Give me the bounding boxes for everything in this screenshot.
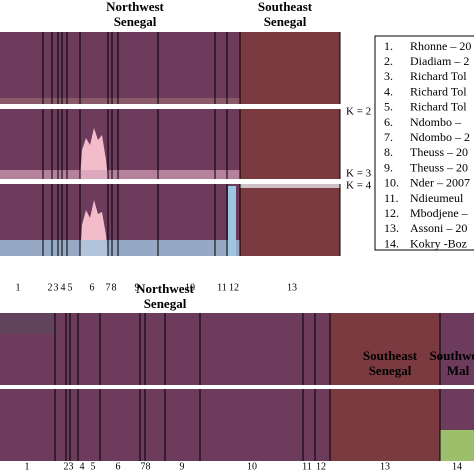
region-label: Senegal [144,296,187,311]
population-number: 6 [116,461,121,472]
legend-number: 5. [384,100,393,114]
legend-number: 8. [384,145,393,159]
k4-blue [0,240,240,256]
region-label: Senegal [369,363,412,378]
population-number: 10 [247,461,257,472]
legend-item: Rhonne – 20 [410,39,471,53]
legend-number: 9. [384,160,393,174]
population-number: 11 [217,282,227,293]
population-number: 13 [287,282,297,293]
legend-number: 13. [384,221,399,235]
legend-item: Richard Tol [410,84,467,98]
legend-box [374,35,474,251]
k3-noise [0,170,240,179]
population-number: 9 [135,282,140,293]
gap [0,104,345,109]
top-noise [0,313,55,333]
region-label: Northwest [106,0,164,14]
population-number: 12 [229,282,239,293]
legend-number: 4. [384,84,393,98]
population-number: 12 [316,461,326,472]
legend-item: Theuss – 20 [410,160,468,174]
population-number: 1 [25,461,30,472]
region-label: Northwest [136,281,194,296]
population-number: 13 [380,461,390,472]
legend-item: Richard Tol [410,69,467,83]
population-number: 8 [112,282,117,293]
region-label: Senegal [114,14,157,29]
population-number: 9 [180,461,185,472]
k-label: K = 4 [346,180,372,192]
legend-number: 11. [384,191,399,205]
population-number: 6 [90,282,95,293]
legend-item: Mbodjene – [410,206,469,220]
population-number: 5 [91,461,96,472]
k4-top [240,184,340,188]
southeast-block [240,32,340,256]
legend-item: Diadiam – 2 [410,54,469,68]
population-number: 3 [69,461,74,472]
green-block [440,430,474,461]
population-number: 11 [302,461,312,472]
population-number: 5 [68,282,73,293]
population-number: 2 [48,282,53,293]
region-label: Southeast [363,348,418,363]
legend-number: 14. [384,236,399,250]
legend-number: 2. [384,54,393,68]
k2-noise [0,98,240,104]
gap [0,385,474,389]
legend-number: 10. [384,176,399,190]
population-number: 7 [141,461,146,472]
population-number: 3 [54,282,59,293]
legend-item: Ndombo – 2 [410,130,470,144]
population-number: 4 [61,282,66,293]
legend-number: 3. [384,69,393,83]
population-number: 4 [80,461,85,472]
legend-item: Nder – 2007 [410,176,470,190]
region-label: Senegal [264,14,307,29]
legend-number: 1. [384,39,393,53]
legend-item: Richard Tol [410,100,467,114]
population-number: 1 [16,282,21,293]
legend-item: Ndombo – [410,115,462,129]
region-label: Southeast [258,0,313,14]
k-label: K = 3 [346,168,372,180]
k4-blue-12 [228,186,236,256]
legend-number: 6. [384,115,393,129]
population-number: 2 [64,461,69,472]
population-number: 7 [106,282,111,293]
k3-pink [80,128,108,179]
legend-item: Assoni – 20 [410,221,467,235]
gap [0,179,345,184]
legend-item: Kokry -Boz [410,236,467,250]
legend-number: 7. [384,130,393,144]
population-number: 8 [146,461,151,472]
k-label: K = 2 [346,106,371,118]
region-label: Mal [447,363,470,378]
legend-number: 12. [384,206,399,220]
population-number: 14 [452,461,462,472]
legend-item: Ndieumeul [410,191,464,205]
top-panel [0,32,341,256]
legend-item: Theuss – 20 [410,145,468,159]
region-label: Southwest [429,348,474,363]
population-number: 10 [185,282,195,293]
